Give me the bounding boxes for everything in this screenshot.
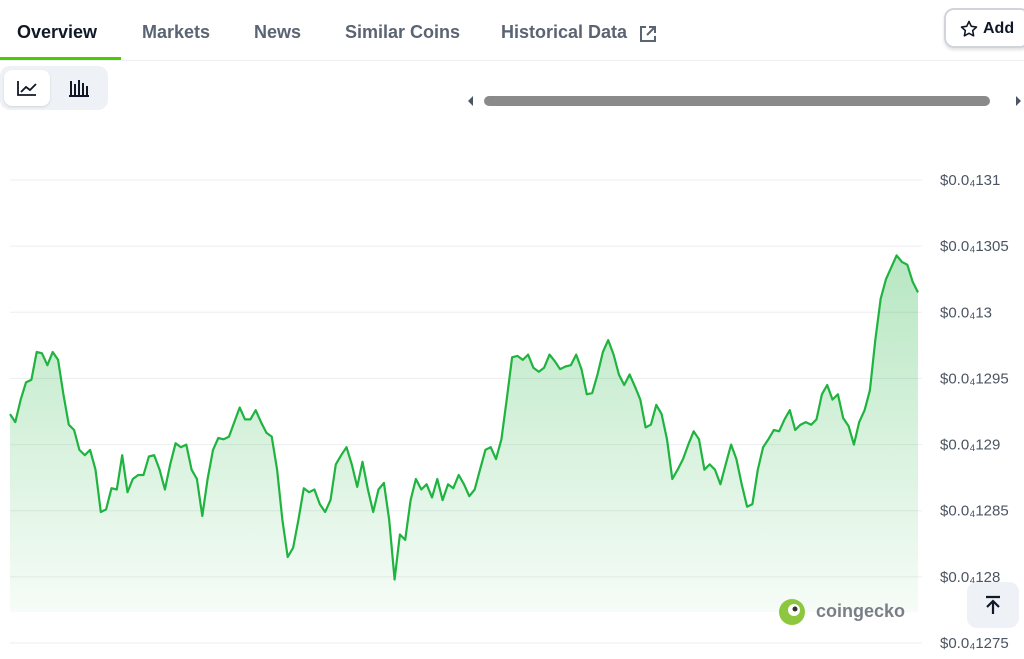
back-to-top-button[interactable] — [967, 582, 1019, 628]
active-tab-indicator — [0, 57, 121, 60]
chart-type-toggle — [0, 66, 108, 110]
arrow-up-icon — [986, 595, 1000, 614]
y-tick-label: $0.0₄128 — [940, 569, 1000, 586]
range-scrollbar[interactable] — [460, 90, 1024, 112]
tab[interactable]: Historical Data — [501, 22, 628, 42]
y-tick-label: $0.0₄1305 — [940, 238, 1009, 255]
y-tick-label: $0.0₄131 — [940, 172, 1000, 189]
candle-icon — [69, 80, 89, 97]
y-tick-label: $0.0₄129 — [940, 437, 1000, 454]
watermark: coingecko — [779, 599, 905, 625]
line-chart-button[interactable] — [4, 70, 50, 106]
tab[interactable]: Overview — [17, 22, 98, 42]
candle-chart-button[interactable] — [56, 70, 102, 106]
tab-bar: Overview Markets News Similar Coins Hist… — [0, 0, 1024, 61]
add-button[interactable]: Add — [944, 8, 1024, 48]
y-tick-label: $0.0₄1295 — [940, 370, 1009, 387]
y-tick-label: $0.0₄1285 — [940, 503, 1009, 520]
y-tick-label: $0.0₄1275 — [940, 635, 1009, 652]
y-tick-label: $0.0₄13 — [940, 304, 992, 321]
price-line — [9, 254, 919, 581]
area-fill — [10, 255, 918, 612]
line-icon — [17, 81, 37, 96]
add-label: Add — [983, 20, 1015, 37]
tab[interactable]: Markets — [142, 22, 211, 42]
tab[interactable]: Similar Coins — [345, 22, 461, 42]
external-link-icon — [640, 26, 656, 42]
star-icon — [960, 20, 978, 37]
tab[interactable]: News — [254, 22, 302, 42]
watermark-text: coingecko — [816, 601, 905, 621]
